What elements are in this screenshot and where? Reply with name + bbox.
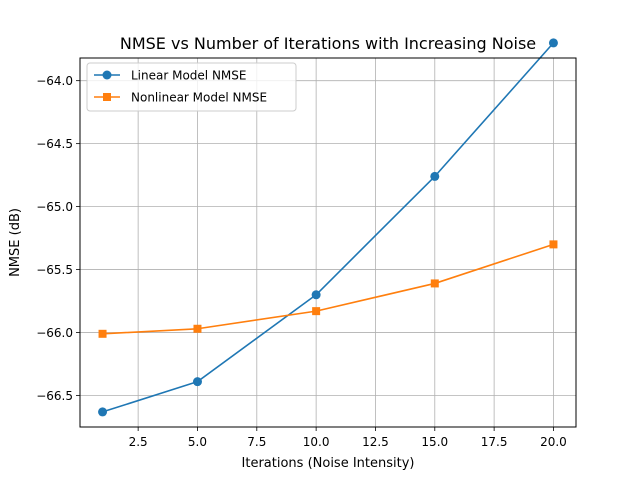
- chart-title: NMSE vs Number of Iterations with Increa…: [120, 34, 536, 53]
- plot-area-frame: [79, 57, 577, 428]
- legend-swatch-marker: [102, 70, 112, 80]
- x-tick-label: 17.5: [481, 435, 508, 449]
- x-tick-label: 20.0: [540, 435, 567, 449]
- legend-swatch-marker: [103, 93, 111, 101]
- data-point: [98, 329, 107, 338]
- data-point: [430, 171, 440, 181]
- data-point: [548, 38, 558, 48]
- data-point: [311, 290, 321, 300]
- y-tick-label: −65.5: [36, 263, 73, 277]
- data-point: [312, 307, 321, 316]
- data-point: [193, 324, 202, 333]
- data-point: [192, 377, 202, 387]
- data-point: [549, 240, 558, 249]
- x-tick-label: 2.5: [129, 435, 148, 449]
- legend-box: [86, 62, 297, 112]
- y-tick-label: −65.0: [36, 200, 73, 214]
- y-axis-label: NMSE (dB): [8, 208, 23, 277]
- legend-label: Linear Model NMSE: [131, 69, 246, 83]
- y-tick-label: −64.0: [36, 74, 73, 88]
- x-tick-label: 5.0: [188, 435, 207, 449]
- y-tick-label: −66.5: [36, 389, 73, 403]
- y-tick-label: −66.0: [36, 326, 73, 340]
- x-tick-label: 7.5: [247, 435, 266, 449]
- y-tick-label: −64.5: [36, 137, 73, 151]
- series-2: [98, 240, 558, 338]
- series-layer: [98, 38, 558, 417]
- x-tick-label: 15.0: [421, 435, 448, 449]
- legend-label: Nonlinear Model NMSE: [131, 91, 267, 105]
- data-point: [98, 407, 108, 417]
- x-tick-label: 12.5: [362, 435, 389, 449]
- data-point: [430, 279, 439, 288]
- axis-ticks: 2.5 5.0 7.5 10.0 12.5 15.0 17.5 20.0 −66.5 −66.0 −…: [36, 74, 567, 449]
- x-tick-label: 10.0: [303, 435, 330, 449]
- series-1: [98, 38, 558, 417]
- x-axis-label: Iterations (Noise Intensity): [242, 456, 415, 471]
- grid-lines: [80, 58, 576, 427]
- legend: Linear Model NMSE Nonlinear Model NMSE: [86, 62, 297, 112]
